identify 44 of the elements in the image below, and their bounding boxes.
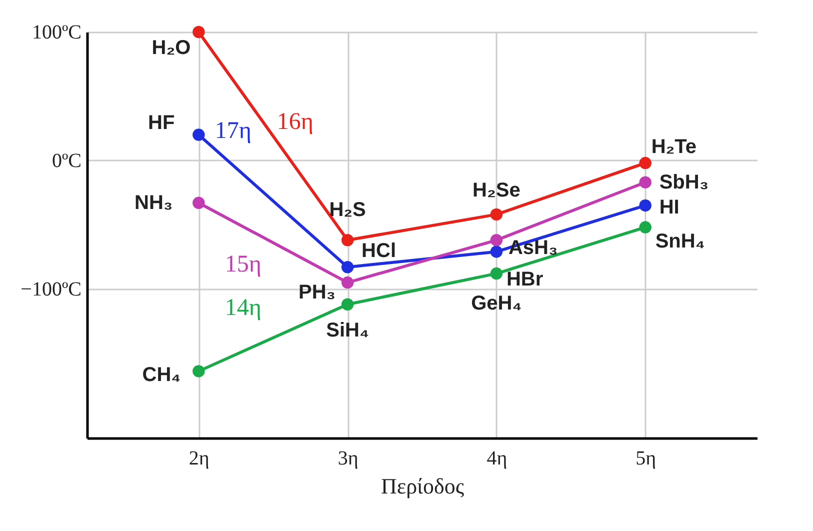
point [341,298,354,310]
series-label: 14η [224,294,262,321]
point [490,246,503,258]
point [490,234,503,246]
x-tick-label: 5η [636,448,656,470]
point [341,234,354,246]
annotation: NH₃ [134,192,173,214]
point [341,276,354,289]
annotation: H₂Se [472,179,520,202]
annotation: H₂O [152,37,191,59]
point [490,267,503,280]
y-tick-label: 0ºC [52,150,82,172]
annotation: SbH₃ [659,171,709,194]
point [639,176,652,188]
annotation: HI [659,196,680,218]
y-tick-label: 100ºC [32,22,82,44]
annotation: H₂Te [651,136,697,158]
annotation: HF [148,112,175,134]
annotation: HBr [506,268,544,291]
point [192,365,205,378]
annotation: SnH₄ [655,230,705,252]
annotation: AsH₃ [508,237,558,260]
annotation: SiH₄ [326,319,369,342]
x-tick-label: 3η [338,448,358,470]
x-axis-title: Περίοδος [380,474,464,498]
point [639,199,652,212]
point [490,208,503,221]
point [341,261,354,274]
series-label: 17η [214,118,252,144]
point [192,26,205,38]
x-tick-label: 2η [188,448,210,470]
point [639,156,652,170]
annotation: H₂S [329,199,366,222]
series-label: 16η [276,109,314,136]
annotation: CH₄ [142,364,181,386]
x-tick-label: 4η [486,448,508,470]
annotation: PH₃ [298,282,336,304]
point [192,128,205,141]
point [192,196,205,209]
series-label: 15η [224,252,262,278]
annotation: HCl [362,240,396,262]
point [639,221,652,234]
y-tick-label: −100ºC [20,278,82,300]
annotation: GeH₄ [471,292,522,315]
